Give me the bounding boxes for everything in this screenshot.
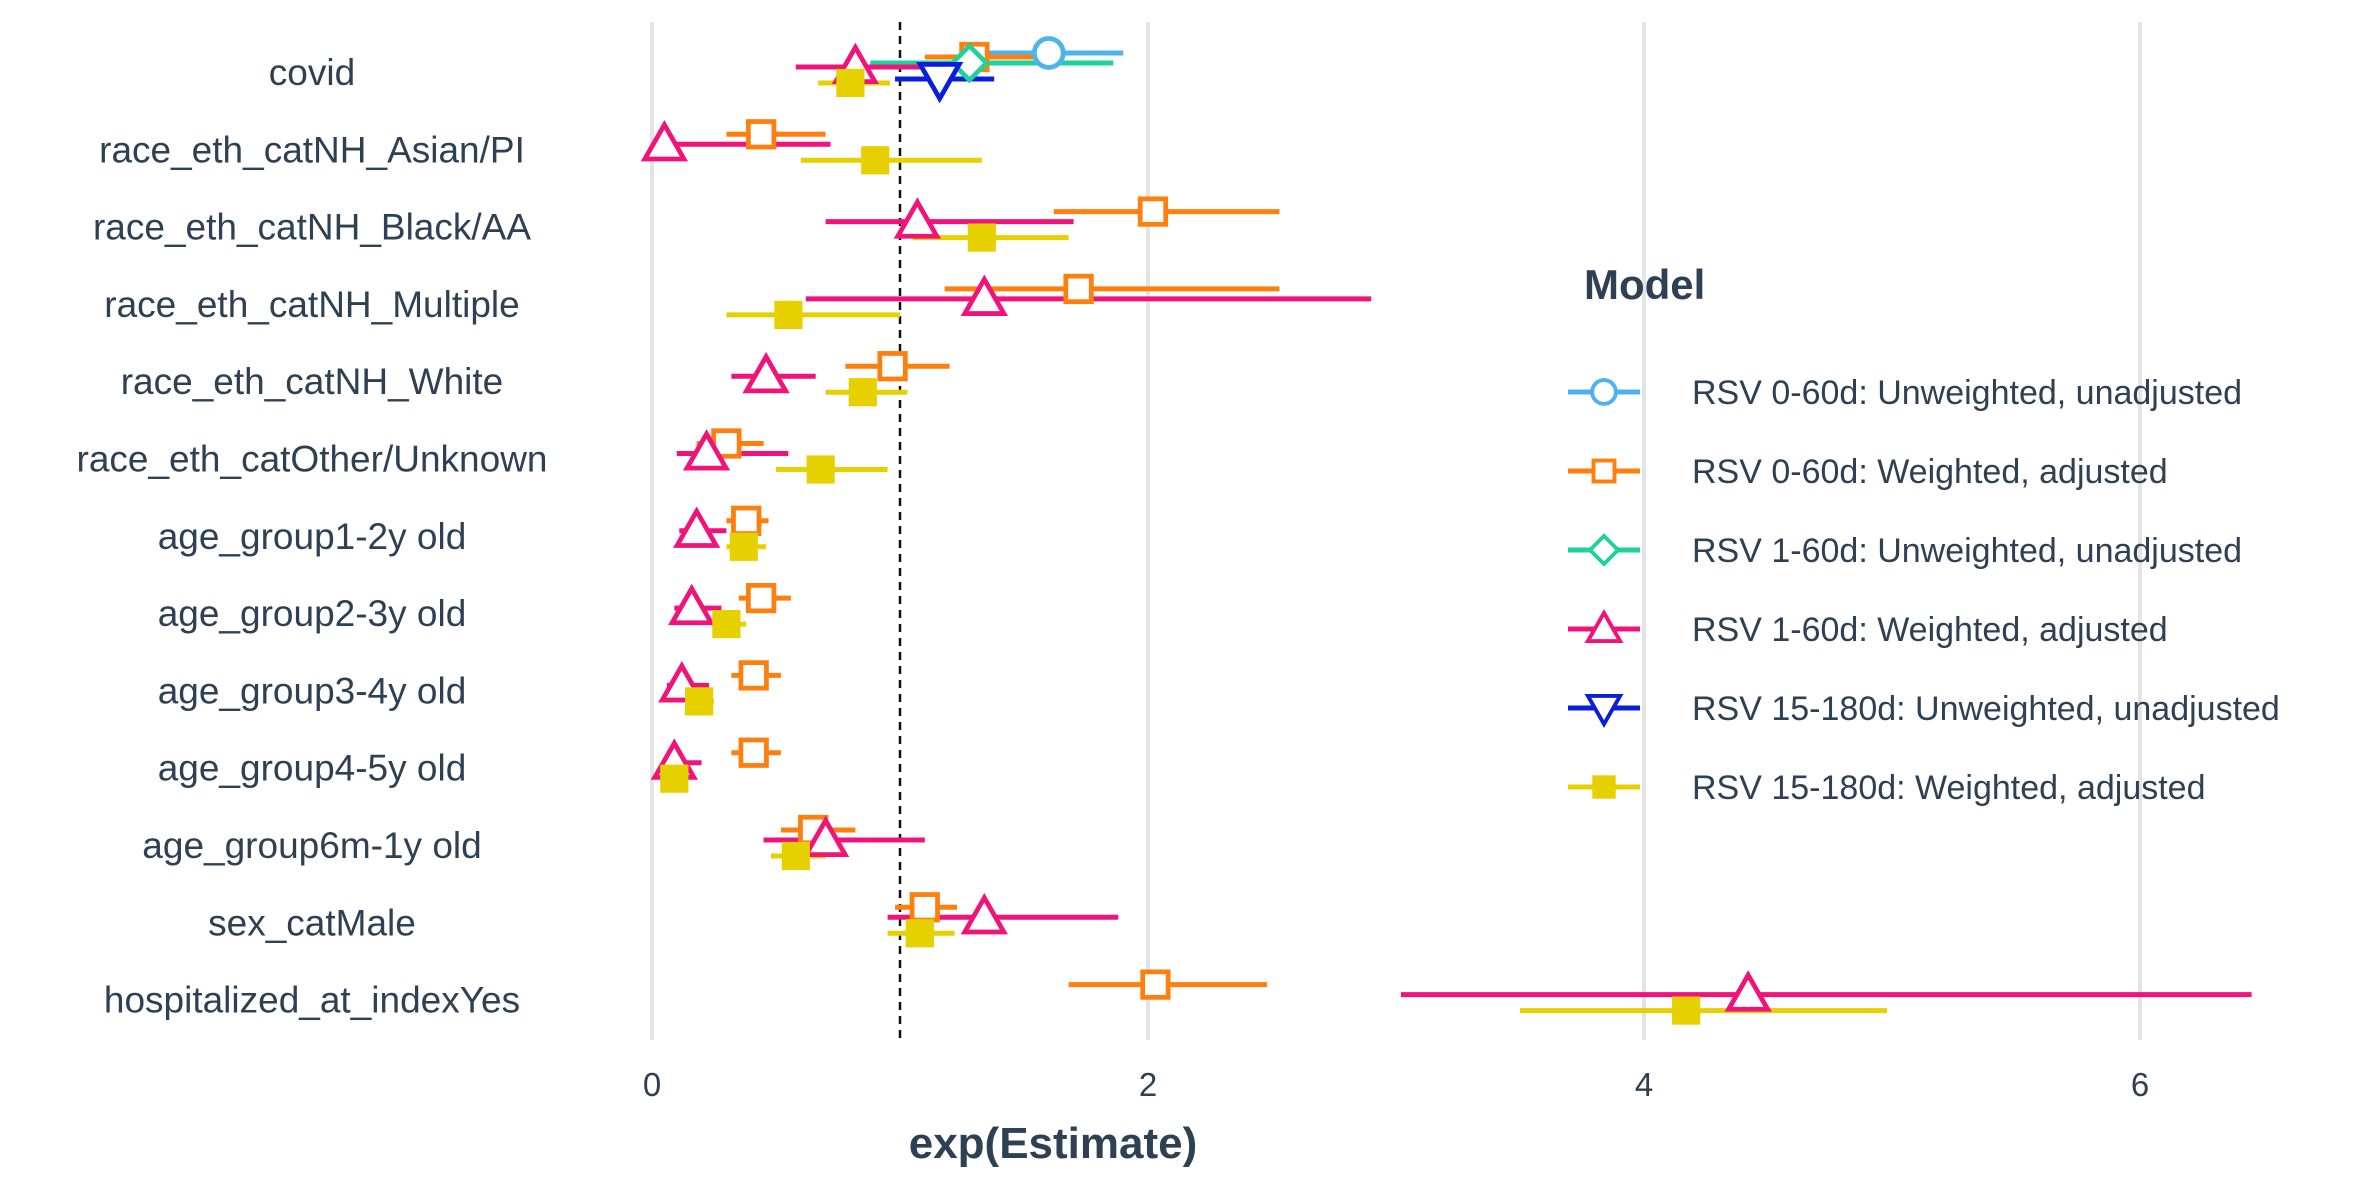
y-tick-label: age_group1-2y old (158, 516, 467, 557)
legend-label: RSV 1-60d: Weighted, adjusted (1692, 611, 2168, 649)
data-point-marker (660, 764, 689, 793)
y-tick-label: race_eth_catNH_Multiple (104, 284, 519, 325)
x-tick-labels: 0 2 4 6 (643, 1066, 2149, 1103)
data-point-marker (774, 300, 803, 329)
data-point-marker (1140, 969, 1171, 1000)
data-point-marker (640, 119, 689, 162)
y-tick-labels: covid race_eth_catNH_Asian/PI race_eth_cat… (77, 52, 548, 1021)
data-point-marker (685, 687, 714, 716)
series-markers-2 (949, 42, 990, 84)
legend-key-marker (1591, 458, 1617, 484)
data-point-marker (668, 583, 716, 626)
data-point-marker (738, 660, 769, 691)
data-point-marker (861, 146, 890, 175)
series-markers-5 (660, 68, 1701, 1025)
legend-title: Model (1584, 261, 1705, 308)
data-point-marker (781, 841, 810, 871)
data-point-marker (893, 197, 942, 239)
y-tick-label: hospitalized_at_indexYes (104, 980, 520, 1021)
data-point-marker (836, 68, 865, 98)
y-tick-label: age_group2-3y old (158, 593, 467, 634)
legend-item[interactable]: RSV 0-60d: Weighted, adjusted (1568, 453, 2168, 491)
y-tick-label: race_eth_catNH_Asian/PI (99, 129, 525, 170)
y-tick-label: race_eth_catNH_White (121, 361, 504, 402)
data-point-marker (848, 378, 877, 407)
legend-label: RSV 15-180d: Unweighted, unadjusted (1692, 690, 2280, 728)
legend-item[interactable]: RSV 1-60d: Unweighted, unadjusted (1568, 532, 2242, 570)
data-point-marker (949, 42, 990, 84)
x-axis-title: exp(Estimate) (909, 1119, 1198, 1168)
legend-label: RSV 0-60d: Unweighted, unadjusted (1692, 374, 2242, 412)
grid-layer (650, 22, 2142, 1040)
legend-label: RSV 0-60d: Weighted, adjusted (1692, 453, 2168, 491)
data-point-marker (916, 61, 964, 104)
y-tick-label: age_group4-5y old (158, 748, 467, 789)
x-tick-label: 2 (1139, 1066, 1157, 1103)
data-point-marker (712, 610, 741, 639)
legend-item[interactable]: RSV 1-60d: Weighted, adjusted (1568, 608, 2168, 649)
series-3 (654, 64, 2252, 998)
y-tick-label: age_group3-4y old (158, 670, 467, 711)
legend[interactable]: Model RSV 0-60d: Unweighted, unadjustedR… (1568, 261, 2280, 807)
legend-key-marker (1584, 608, 1624, 644)
data-point-marker (745, 119, 777, 150)
legend-item[interactable]: RSV 15-180d: Unweighted, unadjusted (1568, 690, 2280, 729)
data-point-marker (745, 582, 777, 614)
y-tick-label: covid (269, 52, 355, 93)
series-markers-0 (1031, 36, 1066, 70)
legend-key-marker (1584, 693, 1624, 729)
data-point-marker (960, 274, 1008, 316)
legend-label: RSV 15-180d: Weighted, adjusted (1692, 769, 2206, 807)
data-point-marker (731, 505, 762, 536)
data-point-marker (967, 223, 996, 252)
data-point-marker (672, 506, 721, 548)
legend-item[interactable]: RSV 0-60d: Unweighted, unadjusted (1568, 374, 2242, 412)
data-point-marker (909, 892, 940, 923)
data-point-marker (806, 455, 835, 484)
series-markers-4 (916, 61, 964, 104)
x-tick-label: 4 (1635, 1066, 1653, 1103)
y-tick-label: race_eth_catNH_Black/AA (93, 207, 531, 248)
data-point-marker (905, 919, 934, 948)
legend-key-marker (1587, 533, 1621, 567)
x-tick-label: 0 (643, 1066, 661, 1103)
data-point-marker (738, 737, 769, 768)
legend-label: RSV 1-60d: Unweighted, unadjusted (1692, 532, 2242, 570)
series-layer (640, 36, 2252, 1025)
data-point-marker (1672, 996, 1701, 1025)
data-point-marker (729, 532, 758, 561)
data-point-marker (1063, 273, 1094, 305)
legend-key-marker (1590, 378, 1618, 406)
x-tick-label: 6 (2131, 1066, 2149, 1103)
data-point-marker (682, 429, 731, 471)
y-tick-label: sex_catMale (208, 902, 416, 943)
data-point-marker (877, 351, 908, 382)
data-point-marker (742, 351, 790, 394)
legend-item[interactable]: RSV 15-180d: Weighted, adjusted (1568, 769, 2206, 807)
series-markers-3 (640, 42, 1772, 1012)
data-point-marker (1137, 196, 1169, 227)
data-point-marker (1724, 970, 1772, 1012)
legend-items: RSV 0-60d: Unweighted, unadjusted RSV 0-6… (1568, 374, 2280, 807)
y-tick-label: race_eth_catOther/Unknown (77, 439, 548, 480)
data-point-marker (801, 815, 850, 858)
data-point-marker (960, 892, 1008, 935)
y-tick-label: age_group6m-1y old (142, 825, 481, 866)
data-point-marker (1031, 36, 1066, 70)
legend-key-marker (1592, 775, 1616, 799)
